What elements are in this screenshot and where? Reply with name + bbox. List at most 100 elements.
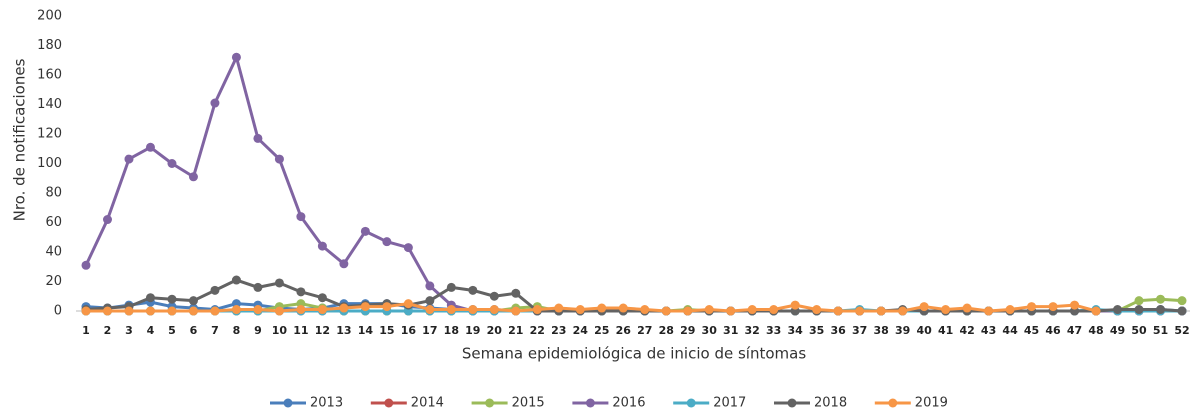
data-point — [554, 303, 564, 313]
data-point — [597, 303, 607, 313]
data-point — [1070, 300, 1080, 310]
legend-label: 2016 — [612, 396, 645, 410]
data-point — [274, 154, 284, 164]
y-tick-label: 120 — [37, 127, 62, 142]
x-tick-label: 23 — [551, 324, 566, 337]
y-tick-label: 100 — [37, 156, 62, 171]
x-tick-label: 44 — [1002, 324, 1018, 337]
x-tick-label: 21 — [508, 324, 523, 337]
data-point — [403, 299, 413, 309]
legend-marker — [585, 398, 595, 408]
data-point — [425, 281, 435, 291]
data-point — [382, 302, 392, 312]
y-tick-label: 180 — [37, 38, 62, 53]
x-tick-label: 8 — [233, 324, 241, 337]
data-point — [1134, 305, 1144, 315]
data-point — [919, 302, 929, 312]
y-tick-label: 140 — [37, 97, 62, 112]
x-tick-label: 13 — [336, 324, 351, 337]
legend-item: 2019 — [874, 396, 948, 410]
x-tick-label: 47 — [1067, 324, 1082, 337]
x-tick-label: 45 — [1024, 324, 1039, 337]
y-tick-label: 60 — [45, 215, 62, 230]
data-point — [511, 306, 521, 316]
data-point — [403, 243, 413, 253]
data-point — [274, 306, 284, 316]
data-point — [231, 275, 241, 285]
data-point — [145, 306, 155, 316]
data-point — [489, 291, 499, 301]
data-point — [317, 241, 327, 251]
x-tick-label: 48 — [1088, 324, 1103, 337]
x-tick-label: 27 — [637, 324, 652, 337]
x-tick-label: 50 — [1131, 324, 1147, 337]
data-point — [726, 306, 736, 316]
data-point — [167, 294, 177, 304]
legend-item: 2017 — [673, 396, 746, 410]
x-tick-label: 52 — [1174, 324, 1189, 337]
x-tick-label: 28 — [659, 324, 674, 337]
series — [81, 52, 1187, 316]
data-point — [898, 306, 908, 316]
data-point — [188, 296, 198, 306]
x-tick-label: 20 — [487, 324, 503, 337]
x-tick-label: 25 — [594, 324, 609, 337]
x-tick-label: 43 — [981, 324, 996, 337]
data-point — [296, 305, 306, 315]
x-tick-label: 18 — [444, 324, 459, 337]
data-point — [1005, 305, 1015, 315]
x-tick-label: 34 — [788, 324, 804, 337]
data-point — [1177, 306, 1187, 316]
data-point — [317, 293, 327, 303]
x-tick-label: 5 — [168, 324, 176, 337]
data-point — [425, 305, 435, 315]
data-point — [769, 305, 779, 315]
x-tick-label: 19 — [465, 324, 480, 337]
data-point — [1048, 302, 1058, 312]
x-tick-label: 33 — [766, 324, 781, 337]
legend-item: 2018 — [774, 396, 847, 410]
data-point — [1177, 296, 1187, 306]
x-axis-label: Semana epidemiológica de inicio de sínto… — [462, 345, 806, 363]
data-point — [253, 305, 263, 315]
data-point — [102, 215, 112, 225]
data-point — [446, 305, 456, 315]
data-point — [360, 226, 370, 236]
x-tick-label: 14 — [358, 324, 374, 337]
x-tick-label: 10 — [272, 324, 288, 337]
x-tick-label: 4 — [147, 324, 155, 337]
data-point — [876, 306, 886, 316]
data-point — [446, 282, 456, 292]
data-point — [704, 305, 714, 315]
x-tick-label: 32 — [745, 324, 760, 337]
y-tick-label: 0 — [54, 304, 62, 319]
x-tick-label: 12 — [315, 324, 330, 337]
data-point — [360, 302, 370, 312]
data-point — [962, 303, 972, 313]
x-tick-label: 1 — [82, 324, 90, 337]
x-tick-label: 38 — [873, 324, 888, 337]
data-point — [231, 52, 241, 62]
data-point — [81, 306, 91, 316]
legend-label: 2019 — [915, 396, 948, 410]
data-point — [790, 300, 800, 310]
x-tick-label: 30 — [702, 324, 718, 337]
legend-item: 2013 — [270, 396, 343, 410]
x-tick-label: 6 — [190, 324, 198, 337]
x-tick-label: 22 — [530, 324, 545, 337]
data-point — [102, 306, 112, 316]
data-point — [188, 306, 198, 316]
y-tick-label: 200 — [37, 9, 62, 24]
x-tick-label: 2 — [104, 324, 112, 337]
y-tick-label: 40 — [45, 245, 62, 260]
x-tick-label: 39 — [895, 324, 910, 337]
x-tick-label: 26 — [616, 324, 632, 337]
data-point — [382, 237, 392, 247]
y-tick-label: 80 — [45, 186, 62, 201]
data-point — [339, 259, 349, 269]
data-point — [468, 305, 478, 315]
data-point — [1156, 305, 1166, 315]
x-tick-label: 37 — [852, 324, 867, 337]
x-tick-label: 40 — [916, 324, 932, 337]
data-point — [339, 303, 349, 313]
